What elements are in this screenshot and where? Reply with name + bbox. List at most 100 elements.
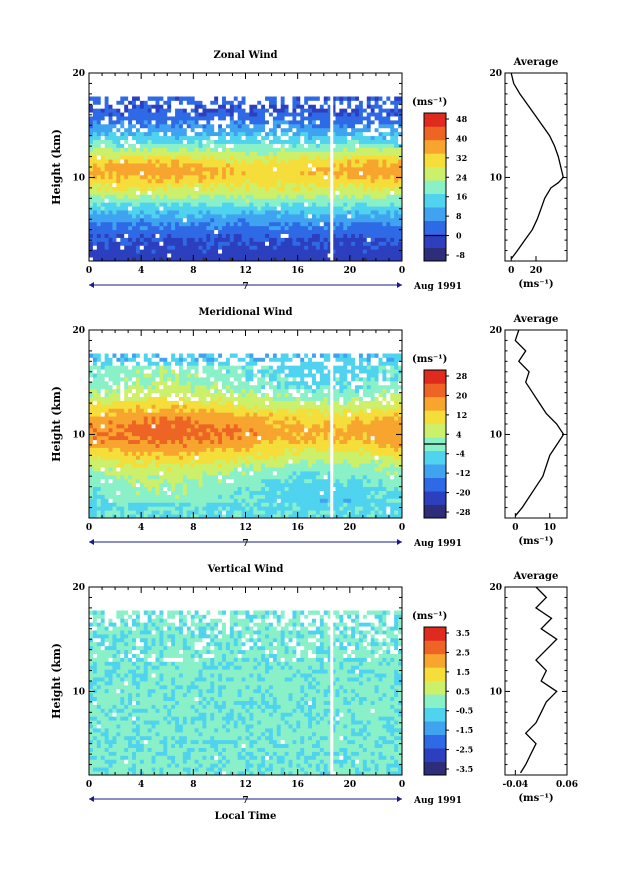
heatmap-cell: [124, 123, 129, 129]
heatmap-cell: [128, 463, 133, 468]
heatmap-cell: [214, 498, 219, 503]
heatmap-cell: [135, 249, 141, 254]
heatmap-cell: [108, 233, 113, 238]
heatmap-cell: [292, 253, 297, 258]
heatmap-cell: [198, 170, 203, 176]
heatmap-cell: [280, 163, 286, 168]
heatmap-cell: [355, 155, 360, 160]
heatmap-cell: [100, 210, 106, 215]
heatmap-cell: [135, 357, 141, 362]
heatmap-cell: [100, 182, 106, 187]
heatmap-cell: [175, 431, 180, 437]
heatmap-cell: [319, 139, 325, 144]
heatmap-cell: [198, 467, 203, 472]
heatmap-cell: [155, 447, 160, 452]
heatmap-cell: [108, 147, 113, 152]
heatmap-cell: [182, 135, 188, 140]
heatmap-cell: [206, 198, 211, 203]
heatmap-cell: [257, 123, 262, 129]
heatmap-cell: [233, 257, 239, 262]
heatmap-cell: [178, 131, 184, 137]
heatmap-cell: [308, 221, 313, 227]
heatmap-cell: [159, 482, 164, 488]
heatmap-cell: [147, 400, 152, 405]
heatmap-cell: [366, 225, 372, 231]
heatmap-cell: [139, 214, 145, 219]
heatmap-cell: [225, 96, 231, 101]
heatmap-cell: [292, 237, 297, 242]
heatmap-cell: [261, 202, 266, 207]
heatmap-cell: [116, 108, 121, 113]
heatmap-cell: [366, 241, 372, 246]
heatmap-cell: [116, 206, 121, 211]
heatmap-cell: [241, 135, 246, 140]
heatmap-cell: [100, 178, 106, 184]
heatmap-cell: [167, 490, 172, 495]
heatmap-cell: [194, 112, 199, 117]
heatmap-cell: [194, 198, 199, 203]
heatmap-cell: [206, 490, 211, 495]
heatmap-cell: [374, 100, 379, 105]
heatmap-cell: [331, 182, 336, 187]
heatmap-cell: [143, 435, 149, 441]
heatmap-cell: [89, 253, 94, 258]
heatmap-cell: [382, 206, 387, 211]
heatmap-cell: [222, 143, 227, 148]
heatmap-cell: [92, 100, 98, 105]
heatmap-cell: [124, 490, 129, 495]
heatmap-cell: [151, 502, 156, 507]
heatmap-cell: [394, 147, 399, 152]
heatmap-cell: [394, 143, 399, 148]
heatmap-cell: [167, 253, 172, 258]
heatmap-cell: [323, 104, 329, 109]
heatmap-cell: [210, 202, 215, 207]
heatmap-cell: [143, 206, 149, 211]
heatmap-cell: [288, 151, 293, 156]
heatmap-cell: [89, 447, 94, 452]
heatmap-cell: [374, 112, 379, 117]
heatmap-cell: [315, 159, 321, 164]
heatmap-cell: [198, 514, 203, 519]
heatmap-cell: [194, 404, 199, 409]
heatmap-cell: [155, 217, 160, 223]
heatmap-cell: [128, 365, 133, 370]
colorbar-swatch: [424, 153, 446, 168]
heatmap-cell: [261, 225, 266, 231]
heatmap-cell: [175, 506, 180, 511]
heatmap-cell: [120, 135, 125, 140]
heatmap-cell: [186, 210, 192, 215]
heatmap-cell: [135, 459, 141, 464]
heatmap-cell: [355, 225, 360, 231]
heatmap-cell: [178, 420, 184, 425]
heatmap-cell: [237, 151, 242, 156]
heatmap-cell: [171, 361, 176, 366]
heatmap-cell: [288, 163, 293, 168]
heatmap-cell: [202, 369, 207, 374]
heatmap-cell: [135, 116, 141, 121]
heatmap-cell: [96, 229, 102, 234]
heatmap-cell: [186, 178, 192, 184]
heatmap-cell: [116, 159, 121, 164]
heatmap-cell: [339, 131, 344, 137]
heatmap-cell: [249, 237, 254, 242]
heatmap-cell: [132, 502, 137, 507]
heatmap-cell: [390, 198, 395, 203]
heatmap-cell: [202, 459, 207, 464]
heatmap-cell: [358, 217, 364, 223]
heatmap-cell: [292, 178, 297, 184]
heatmap-cell: [167, 373, 172, 378]
heatmap-cell: [159, 478, 164, 484]
heatmap-cell: [276, 143, 282, 148]
heatmap-cell: [241, 96, 246, 101]
heatmap-cell: [394, 202, 399, 207]
heatmap-cell: [214, 427, 219, 433]
heatmap-cell: [116, 490, 121, 495]
heatmap-cell: [147, 108, 152, 113]
heatmap-cell: [178, 455, 184, 460]
heatmap-cell: [100, 120, 106, 125]
heatmap-cell: [159, 198, 164, 203]
heatmap-cell: [331, 178, 336, 184]
heatmap-cell: [370, 131, 376, 137]
heatmap-cell: [186, 451, 192, 456]
